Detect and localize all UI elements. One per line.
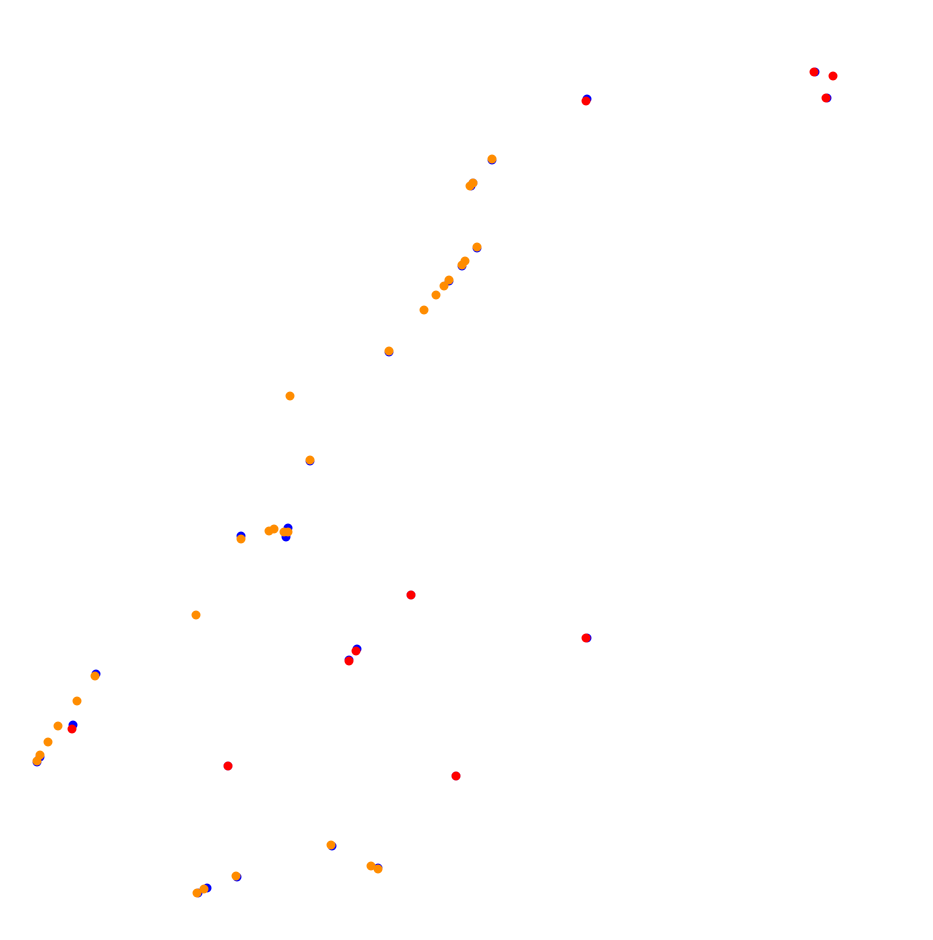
point <box>43 737 53 747</box>
point <box>472 242 482 252</box>
point <box>406 590 416 600</box>
point <box>581 96 591 106</box>
point <box>283 527 293 537</box>
point <box>457 260 467 270</box>
point <box>236 534 246 544</box>
point <box>351 646 361 656</box>
point <box>468 178 478 188</box>
point <box>231 871 241 881</box>
point <box>90 671 100 681</box>
point <box>344 656 354 666</box>
point <box>192 888 202 898</box>
point <box>67 724 77 734</box>
point <box>439 281 449 291</box>
point <box>444 275 454 285</box>
point <box>431 290 441 300</box>
point <box>285 391 295 401</box>
point <box>373 864 383 874</box>
point <box>581 633 591 643</box>
point <box>809 67 819 77</box>
point <box>53 721 63 731</box>
point <box>487 154 497 164</box>
point <box>269 524 279 534</box>
point <box>191 610 201 620</box>
point <box>366 861 376 871</box>
point <box>72 696 82 706</box>
point <box>419 305 429 315</box>
point <box>384 346 394 356</box>
point <box>326 840 336 850</box>
point <box>451 771 461 781</box>
point <box>199 884 209 894</box>
point <box>223 761 233 771</box>
point <box>305 455 315 465</box>
point <box>828 71 838 81</box>
point <box>32 756 42 766</box>
point <box>821 93 831 103</box>
